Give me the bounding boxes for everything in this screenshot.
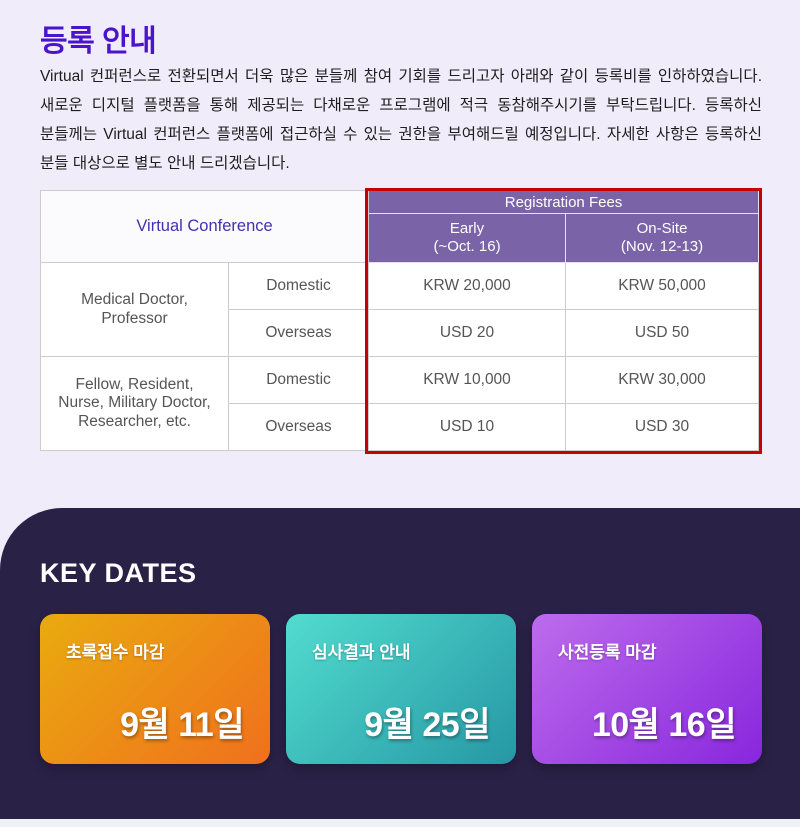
category-cell: Fellow, Resident, Nurse, Military Doctor… xyxy=(40,356,229,451)
key-dates-heading: KEY DATES xyxy=(40,558,197,588)
early-fee-cell: KRW 20,000 xyxy=(368,262,567,310)
registration-fee-table-wrap: Virtual Conference Registration Fees Ear… xyxy=(39,190,760,451)
attendance-cell: Domestic xyxy=(227,262,370,310)
card-label: 초록접수 마감 xyxy=(66,643,165,662)
key-dates-cards: 초록접수 마감 9월 11일 심사결과 안내 9월 25일 사전등록 마감 10… xyxy=(40,614,762,764)
table-row: Medical Doctor, Professor Domestic KRW 2… xyxy=(40,262,760,357)
intro-paragraph: Virtual 컨퍼런스로 전환되면서 더욱 많은 분들께 참여 기회를 드리고… xyxy=(40,68,762,172)
registration-fee-table: Virtual Conference Registration Fees Ear… xyxy=(39,190,760,451)
card-date: 9월 11일 xyxy=(120,706,244,744)
onsite-fee-cell: KRW 50,000 xyxy=(565,262,760,310)
onsite-fee-cell: USD 30 xyxy=(565,403,760,451)
attendance-cell: Overseas xyxy=(227,403,370,451)
early-fee-cell: USD 20 xyxy=(368,309,567,357)
footer-strip xyxy=(0,819,800,827)
attendance-cell: Overseas xyxy=(227,309,370,357)
card-date: 10월 16일 xyxy=(591,706,737,744)
table-row: Overseas USD 20 USD 50 xyxy=(41,309,760,357)
col-header-onsite: On-Site (Nov. 12-13) xyxy=(565,213,760,263)
table-row: Early (~Oct. 16) On-Site (Nov. 12-13) xyxy=(41,213,760,263)
key-date-card-review-results: 심사결과 안내 9월 25일 xyxy=(286,614,516,764)
table-row: Overseas USD 10 USD 30 xyxy=(41,403,760,451)
group-header-cell: Registration Fees xyxy=(368,190,760,214)
key-date-card-preregistration-deadline: 사전등록 마감 10월 16일 xyxy=(532,614,762,764)
key-date-card-abstract-deadline: 초록접수 마감 9월 11일 xyxy=(40,614,270,764)
card-label: 심사결과 안내 xyxy=(312,643,411,662)
page-title: 등록 안내 xyxy=(40,25,157,58)
card-date: 9월 25일 xyxy=(364,706,490,744)
attendance-cell: Domestic xyxy=(227,356,370,404)
col-header-early: Early (~Oct. 16) xyxy=(368,213,567,263)
corner-header-cell: Virtual Conference xyxy=(39,190,370,263)
onsite-fee-cell: KRW 30,000 xyxy=(565,356,760,404)
onsite-fee-cell: USD 50 xyxy=(565,309,760,357)
early-fee-cell: KRW 10,000 xyxy=(368,356,567,404)
key-dates-section: KEY DATES 초록접수 마감 9월 11일 심사결과 안내 9월 25일 … xyxy=(0,508,800,819)
table-row: Fellow, Resident, Nurse, Military Doctor… xyxy=(40,356,760,451)
table-row: Virtual Conference Registration Fees xyxy=(39,190,760,263)
category-cell: Medical Doctor, Professor xyxy=(40,262,229,357)
early-fee-cell: USD 10 xyxy=(368,403,567,451)
card-label: 사전등록 마감 xyxy=(558,643,657,662)
